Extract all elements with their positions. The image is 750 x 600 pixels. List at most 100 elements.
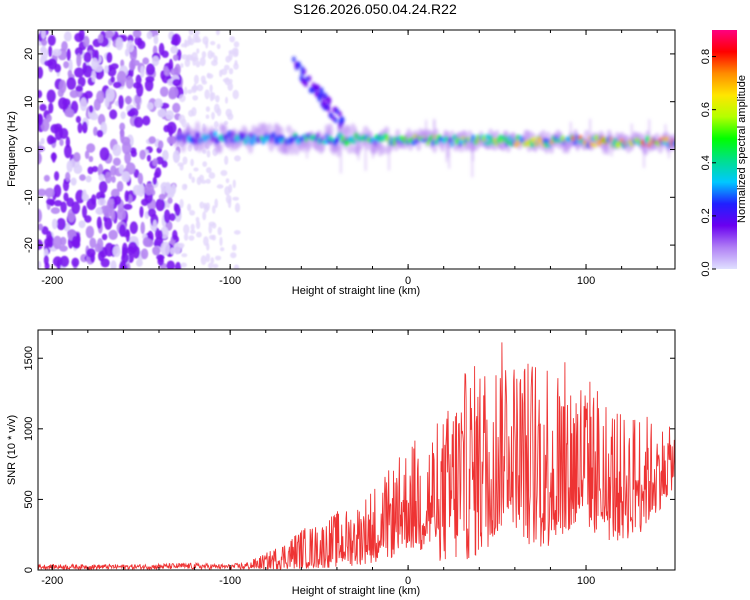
heatmap-noise-cell [215,95,220,103]
heatmap-noise-cell [154,99,163,109]
heatmap-noise-cell [79,174,86,181]
heatmap-noise-cell [41,226,49,235]
heatmap-noise-cell [82,189,87,201]
heatmap-noise-cell [225,178,230,184]
heatmap-noise-cell [214,198,218,209]
heatmap-noise-cell [71,201,81,215]
spectrogram-x-axis: -200 -100 0 100 [41,30,658,287]
heatmap-noise-cell [115,37,124,51]
heatmap-noise-cell [199,56,206,67]
snr-panel: -200 -100 0 100 0 500 1000 1500 Height of stra… [6,329,676,597]
heatmap-noise-cell [112,144,122,157]
heatmap-noise-cell [38,152,42,165]
heatmap-noise-cell [196,84,204,92]
heatmap-noise-cell [172,79,182,87]
heatmap-streak-cell [315,84,320,91]
heatmap-noise-cell [206,242,210,251]
heatmap-noise-cell [211,111,215,120]
heatmap-noise-cell [78,30,85,41]
heatmap-noise-cell [216,107,222,117]
snr-x-label: Height of straight line (km) [292,585,420,597]
heatmap-spike [668,139,670,159]
heatmap-noise-cell [225,108,233,118]
heatmap-noise-cell [43,174,51,182]
snr-series-line [38,342,675,570]
heatmap-noise-cell [164,68,171,77]
heatmap-noise-cell [233,264,240,269]
heatmap-spike [303,139,306,153]
heatmap-noise-cell [199,174,204,182]
heatmap-noise-cell [59,255,70,268]
heatmap-spike [471,139,473,178]
colorbar-axis: 0.0 0.2 0.4 0.6 0.8 [700,49,716,277]
heatmap-noise-cell [219,236,223,247]
heatmap-noise-cell [227,198,232,209]
heatmap-noise-cell [123,203,133,210]
heatmap-noise-cell [77,76,86,88]
heatmap-ridge-cell [194,138,198,145]
heatmap-noise-cell [90,253,95,263]
heatmap-noise-cell [52,256,63,267]
heatmap-noise-cell [168,86,179,99]
heatmap-noise-cell [202,211,207,221]
heatmap-noise-cell [193,83,197,93]
heatmap-noise-cell [87,166,94,175]
heatmap-noise-cell [59,245,68,252]
heatmap-noise-cell [230,252,237,259]
heatmap-noise-cell [89,237,97,249]
heatmap-noise-cell [200,255,207,266]
heatmap-noise-cell [139,206,144,218]
heatmap-noise-cell [187,203,192,212]
heatmap-noise-cell [193,167,199,172]
heatmap-noise-cell [78,220,86,229]
heatmap-spike [574,129,577,140]
heatmap-noise-cell [159,86,169,97]
heatmap-noise-cell [193,74,199,85]
heatmap-noise-cell [168,125,174,137]
heatmap-noise-cell [38,90,43,99]
heatmap-ridge-cell [289,139,296,156]
heatmap-noise-cell [190,223,195,231]
heatmap-ridge-cell [217,143,223,154]
heatmap-noise-cell [63,61,69,69]
heatmap-noise-cell [63,31,72,42]
heatmap-noise-cell [106,52,113,63]
heatmap-spike [447,139,449,158]
y-tick-label: 1000 [23,417,35,441]
heatmap-noise-cell [96,216,102,229]
heatmap-noise-cell [53,200,63,207]
heatmap-noise-cell [225,96,228,104]
heatmap-noise-cell [205,106,210,112]
heatmap-noise-cell [126,40,135,53]
heatmap-noise-cell [181,253,188,258]
heatmap-noise-cell [172,54,179,61]
heatmap-noise-cell [132,184,142,196]
heatmap-noise-cell [195,216,200,223]
heatmap-noise-cell [160,241,171,256]
heatmap-noise-cell [206,72,211,78]
heatmap-noise-cell [194,30,200,36]
heatmap-noise-cell [145,76,155,83]
heatmap-noise-cell [54,171,60,181]
snr-y-axis: 0 500 1000 1500 [23,346,675,573]
heatmap-noise-cell [56,218,66,231]
heatmap-noise-cell [68,59,73,73]
heatmap-ridge [173,56,675,178]
heatmap-spike [338,126,340,140]
heatmap-noise-cell [133,116,144,128]
heatmap-noise-cell [98,180,108,194]
heatmap-streak-cell [327,97,332,104]
heatmap-noise-cell [96,207,103,215]
heatmap-noise-cell [52,48,62,57]
x-tick-label: -200 [41,275,63,287]
heatmap-noise-cell [189,210,196,216]
heatmap-noise-cell [228,51,233,61]
heatmap-noise-cell [158,140,164,150]
y-tick-label: 20 [23,48,35,60]
heatmap-noise-cell [188,172,192,180]
heatmap-noise-cell [44,187,55,198]
heatmap-noise-cell [170,45,179,54]
heatmap-spike [357,139,359,156]
